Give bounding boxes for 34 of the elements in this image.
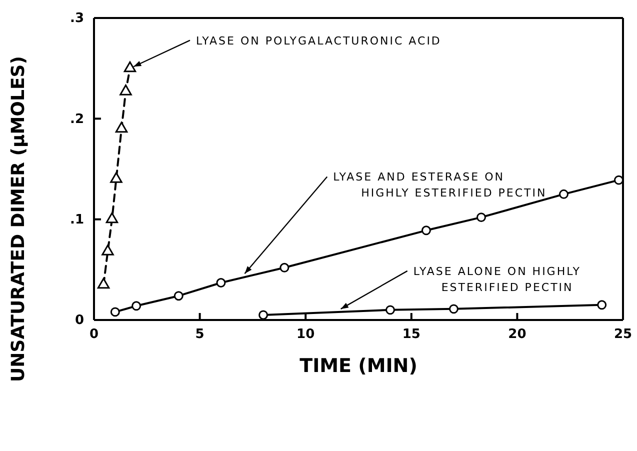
y-tick-label: 0	[74, 313, 84, 328]
y-tick-label: .3	[70, 11, 84, 26]
point	[258, 310, 268, 320]
y-tick-label: .1	[70, 212, 84, 228]
point	[124, 61, 136, 72]
annotation: LYASE ON POLYGALACTURONIC ACID	[196, 34, 442, 48]
point	[110, 307, 120, 317]
x-tick-label: 10	[296, 327, 315, 342]
point	[102, 244, 114, 256]
point	[132, 301, 142, 311]
point	[559, 189, 568, 199]
point	[115, 122, 128, 133]
x-axis-title: TIME (MIN)	[300, 355, 418, 377]
point	[110, 172, 122, 183]
point	[448, 304, 458, 314]
point	[106, 212, 118, 224]
point	[97, 278, 110, 289]
y-tick-label: .2	[70, 112, 84, 127]
annotation: LYASE ALONE ON HIGHLY ESTERIFIED PECTIN	[413, 264, 582, 294]
x-tick-label: 20	[508, 327, 526, 342]
x-tick-label: 25	[614, 327, 632, 342]
point	[476, 212, 486, 222]
point	[174, 291, 184, 301]
x-tick-label: 0	[89, 327, 99, 342]
point	[280, 262, 290, 272]
point	[597, 300, 607, 310]
point	[216, 278, 226, 288]
point	[421, 226, 431, 236]
point	[120, 84, 132, 96]
point	[386, 305, 395, 315]
y-axis-title: UNSATURATED DIMER (μMOLES)	[8, 56, 29, 382]
annotation: LYASE AND ESTERASE ON HIGHLY ESTERIFIED PECTIN	[333, 170, 547, 200]
x-tick-label: 15	[402, 327, 420, 342]
x-tick-label: 5	[195, 327, 204, 342]
